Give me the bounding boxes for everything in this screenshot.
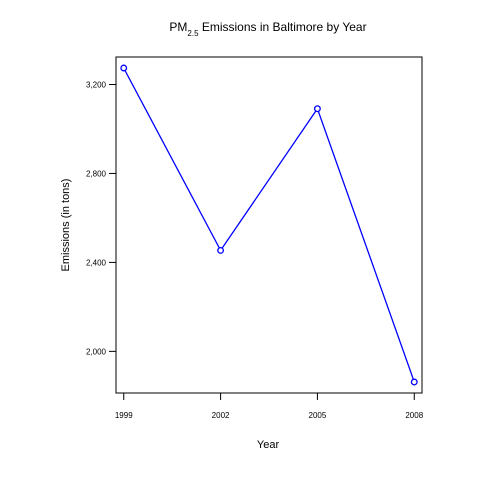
- series-emissions: [120, 64, 418, 386]
- title-subscript: 2.5: [187, 29, 199, 38]
- data-point-1999: [120, 64, 128, 72]
- plot-frame: [115, 56, 423, 394]
- data-point-2002: [217, 246, 225, 254]
- y-axis: 2,000 2,400 2,800 3,200: [86, 81, 117, 356]
- y-tick-label-2,000: 2,000: [86, 347, 107, 356]
- y-tick-label-3,200: 3,200: [86, 81, 107, 90]
- series-line: [123, 67, 415, 383]
- x-tick-label-2005: 2005: [309, 411, 327, 420]
- x-tick-label-2002: 2002: [212, 411, 230, 420]
- x-axis-label: Year: [257, 439, 280, 451]
- x-tick-label-2008: 2008: [405, 411, 423, 420]
- y-tick-label-2,800: 2,800: [86, 169, 107, 178]
- data-point-2005: [313, 105, 321, 113]
- chart-title: PM2.5 Emissions in Baltimore by Year: [169, 20, 366, 38]
- data-point-2008: [410, 378, 418, 386]
- x-tick-label-1999: 1999: [115, 411, 133, 420]
- y-axis-label: Emissions (in tons): [60, 179, 72, 272]
- x-axis: 1999 2002 2005 2008: [115, 392, 424, 420]
- y-tick-label-2,400: 2,400: [86, 258, 107, 267]
